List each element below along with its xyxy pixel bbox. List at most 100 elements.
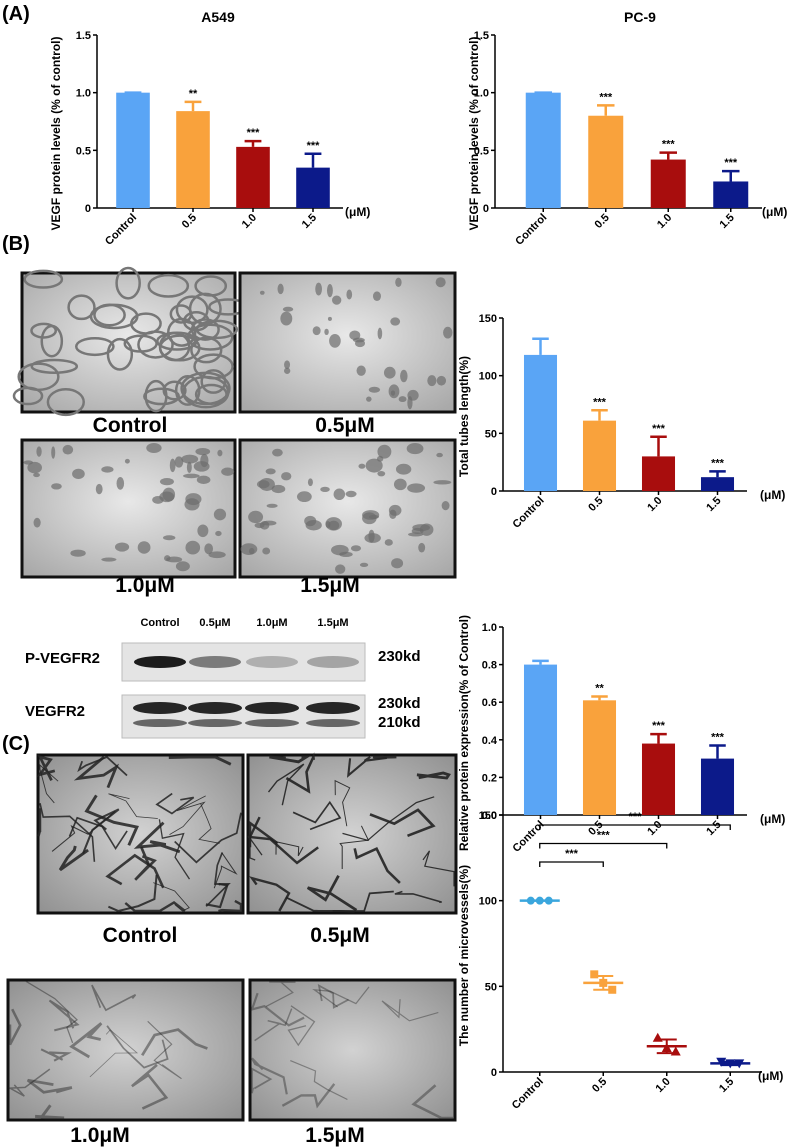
bar — [641, 743, 676, 815]
bar — [236, 146, 270, 208]
tube-cell — [174, 375, 201, 406]
blood-vessel — [422, 850, 455, 887]
y-tick-label: 0 — [491, 1067, 497, 1079]
blood-vessel — [290, 1060, 348, 1101]
blood-vessel — [39, 803, 96, 862]
blood-vessel — [218, 899, 243, 913]
cell-cluster — [331, 544, 349, 556]
bar — [296, 167, 330, 208]
blot-row-label: P-VEGFR2 — [25, 650, 100, 667]
bar — [700, 477, 735, 491]
cell-cluster — [326, 283, 333, 298]
significance-bracket — [539, 824, 731, 830]
blot-row-label: VEGFR2 — [25, 703, 85, 720]
cell-cluster — [221, 467, 235, 476]
blot-band — [245, 719, 299, 727]
tube-cell — [190, 318, 220, 341]
blood-vessel — [334, 779, 351, 827]
blood-vessel — [25, 980, 78, 1044]
cell-cluster — [327, 316, 332, 321]
blood-vessel — [285, 896, 355, 913]
significance: *** — [247, 127, 261, 139]
x-unit: (μM) — [762, 205, 787, 219]
band-size: 230kd — [378, 648, 421, 665]
tube-cell — [30, 322, 58, 339]
cell-cluster — [346, 289, 353, 300]
cell-cluster — [408, 532, 424, 537]
tube-cell — [106, 337, 134, 371]
cell-cluster — [325, 521, 331, 528]
cell-cluster — [248, 510, 264, 524]
cell-cluster — [391, 558, 404, 569]
cell-cluster — [217, 449, 223, 457]
blood-vessel — [36, 754, 56, 782]
blood-vessel — [251, 1057, 288, 1095]
cell-cluster — [358, 463, 366, 469]
significance: *** — [652, 423, 666, 435]
cell-cluster — [185, 540, 201, 555]
y-tick-label: 0 — [85, 203, 91, 215]
cell-cluster — [418, 542, 426, 553]
x-unit: (μM) — [758, 1069, 783, 1083]
blot-band — [306, 702, 360, 714]
y-tick-label: 150 — [479, 810, 497, 822]
significance: *** — [593, 396, 607, 408]
blood-vessel — [155, 792, 195, 815]
cam-image — [248, 978, 457, 1122]
blot-band — [307, 656, 359, 668]
tube-cell — [46, 387, 85, 417]
x-unit: (μM) — [760, 488, 785, 502]
tube-cell — [40, 324, 64, 358]
bar — [713, 181, 749, 208]
x-tick-label: 1.5 — [717, 1076, 736, 1095]
blood-vessel — [48, 999, 80, 1032]
blot-band — [306, 719, 360, 727]
cell-cluster — [427, 375, 437, 387]
blot-band — [246, 656, 298, 668]
significance-bracket — [539, 861, 604, 867]
blood-vessel — [250, 992, 305, 1027]
cell-cluster — [196, 475, 211, 484]
cell-cluster — [296, 491, 312, 503]
cell-cluster — [175, 561, 190, 572]
y-tick-label: 100 — [479, 371, 497, 383]
cell-cluster — [181, 454, 199, 464]
cell-cluster — [368, 529, 375, 543]
image-caption: 1.0μM — [70, 1124, 130, 1147]
panel-label: (C) — [2, 733, 30, 755]
cell-cluster — [436, 375, 447, 386]
blood-vessel — [124, 901, 186, 913]
blood-vessel — [84, 794, 139, 846]
cell-cluster — [213, 508, 227, 521]
x-tick-label: 1.5 — [704, 495, 723, 514]
significance: *** — [599, 91, 613, 103]
blood-vessel — [254, 1008, 293, 1042]
image-caption: 0.5μM — [315, 414, 375, 437]
panel-label: (A) — [2, 3, 30, 25]
y-tick-label: 0 — [483, 203, 489, 215]
cell-cluster — [280, 311, 293, 326]
cell-cluster — [377, 470, 386, 477]
blood-vessel — [342, 796, 435, 841]
y-tick-label: 1.5 — [76, 30, 91, 42]
y-tick-label: 0 — [491, 486, 497, 498]
cell-cluster — [259, 290, 265, 295]
cell-cluster — [407, 483, 426, 493]
significance: ** — [189, 88, 198, 100]
cell-cluster — [436, 452, 443, 458]
blood-vessel — [7, 1068, 51, 1097]
blot-band — [188, 702, 242, 714]
chart-title: PC-9 — [624, 9, 656, 25]
cell-cluster — [335, 564, 346, 574]
cell-cluster — [419, 523, 434, 536]
blood-vessel — [213, 852, 238, 889]
bar — [176, 111, 210, 208]
y-axis-label: VEGF protein levels (% of control) — [467, 36, 481, 230]
y-tick-label: 0.2 — [482, 772, 497, 784]
tube-cell — [93, 303, 126, 327]
cam-image — [36, 753, 245, 915]
cell-cluster — [282, 306, 294, 312]
cell-cluster — [137, 541, 151, 554]
y-tick-label: 1.0 — [76, 88, 91, 100]
significance: *** — [711, 457, 725, 469]
